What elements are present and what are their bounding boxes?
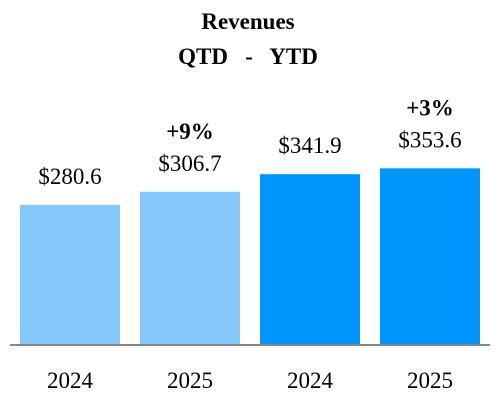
growth-label-ytd: +3% [406, 95, 454, 120]
bar-value-label-4: $353.6 [398, 127, 461, 152]
chart-title: Revenues [201, 9, 294, 34]
x-tick-label-1: 2024 [47, 368, 94, 393]
x-tick-label-3: 2024 [287, 368, 334, 393]
bar-1 [20, 204, 120, 345]
chart-subtitle: QTD - YTD [178, 44, 318, 69]
bar-value-label-1: $280.6 [38, 164, 101, 189]
x-tick-label-4: 2025 [407, 368, 453, 393]
growth-label-qtd: +9% [166, 119, 214, 144]
x-tick-label-2: 2025 [167, 368, 213, 393]
x-tick-labels: 2024 2025 2024 2025 [47, 368, 453, 393]
bars-layer [20, 168, 480, 345]
bar-3 [260, 174, 360, 345]
bar-value-label-2: $306.7 [158, 151, 221, 176]
bar-value-label-3: $341.9 [278, 133, 341, 158]
labels-layer: $280.6 $306.7 $341.9 $353.6 +9% +3% [38, 95, 461, 188]
bar-4 [380, 168, 480, 345]
bar-2 [140, 191, 240, 345]
